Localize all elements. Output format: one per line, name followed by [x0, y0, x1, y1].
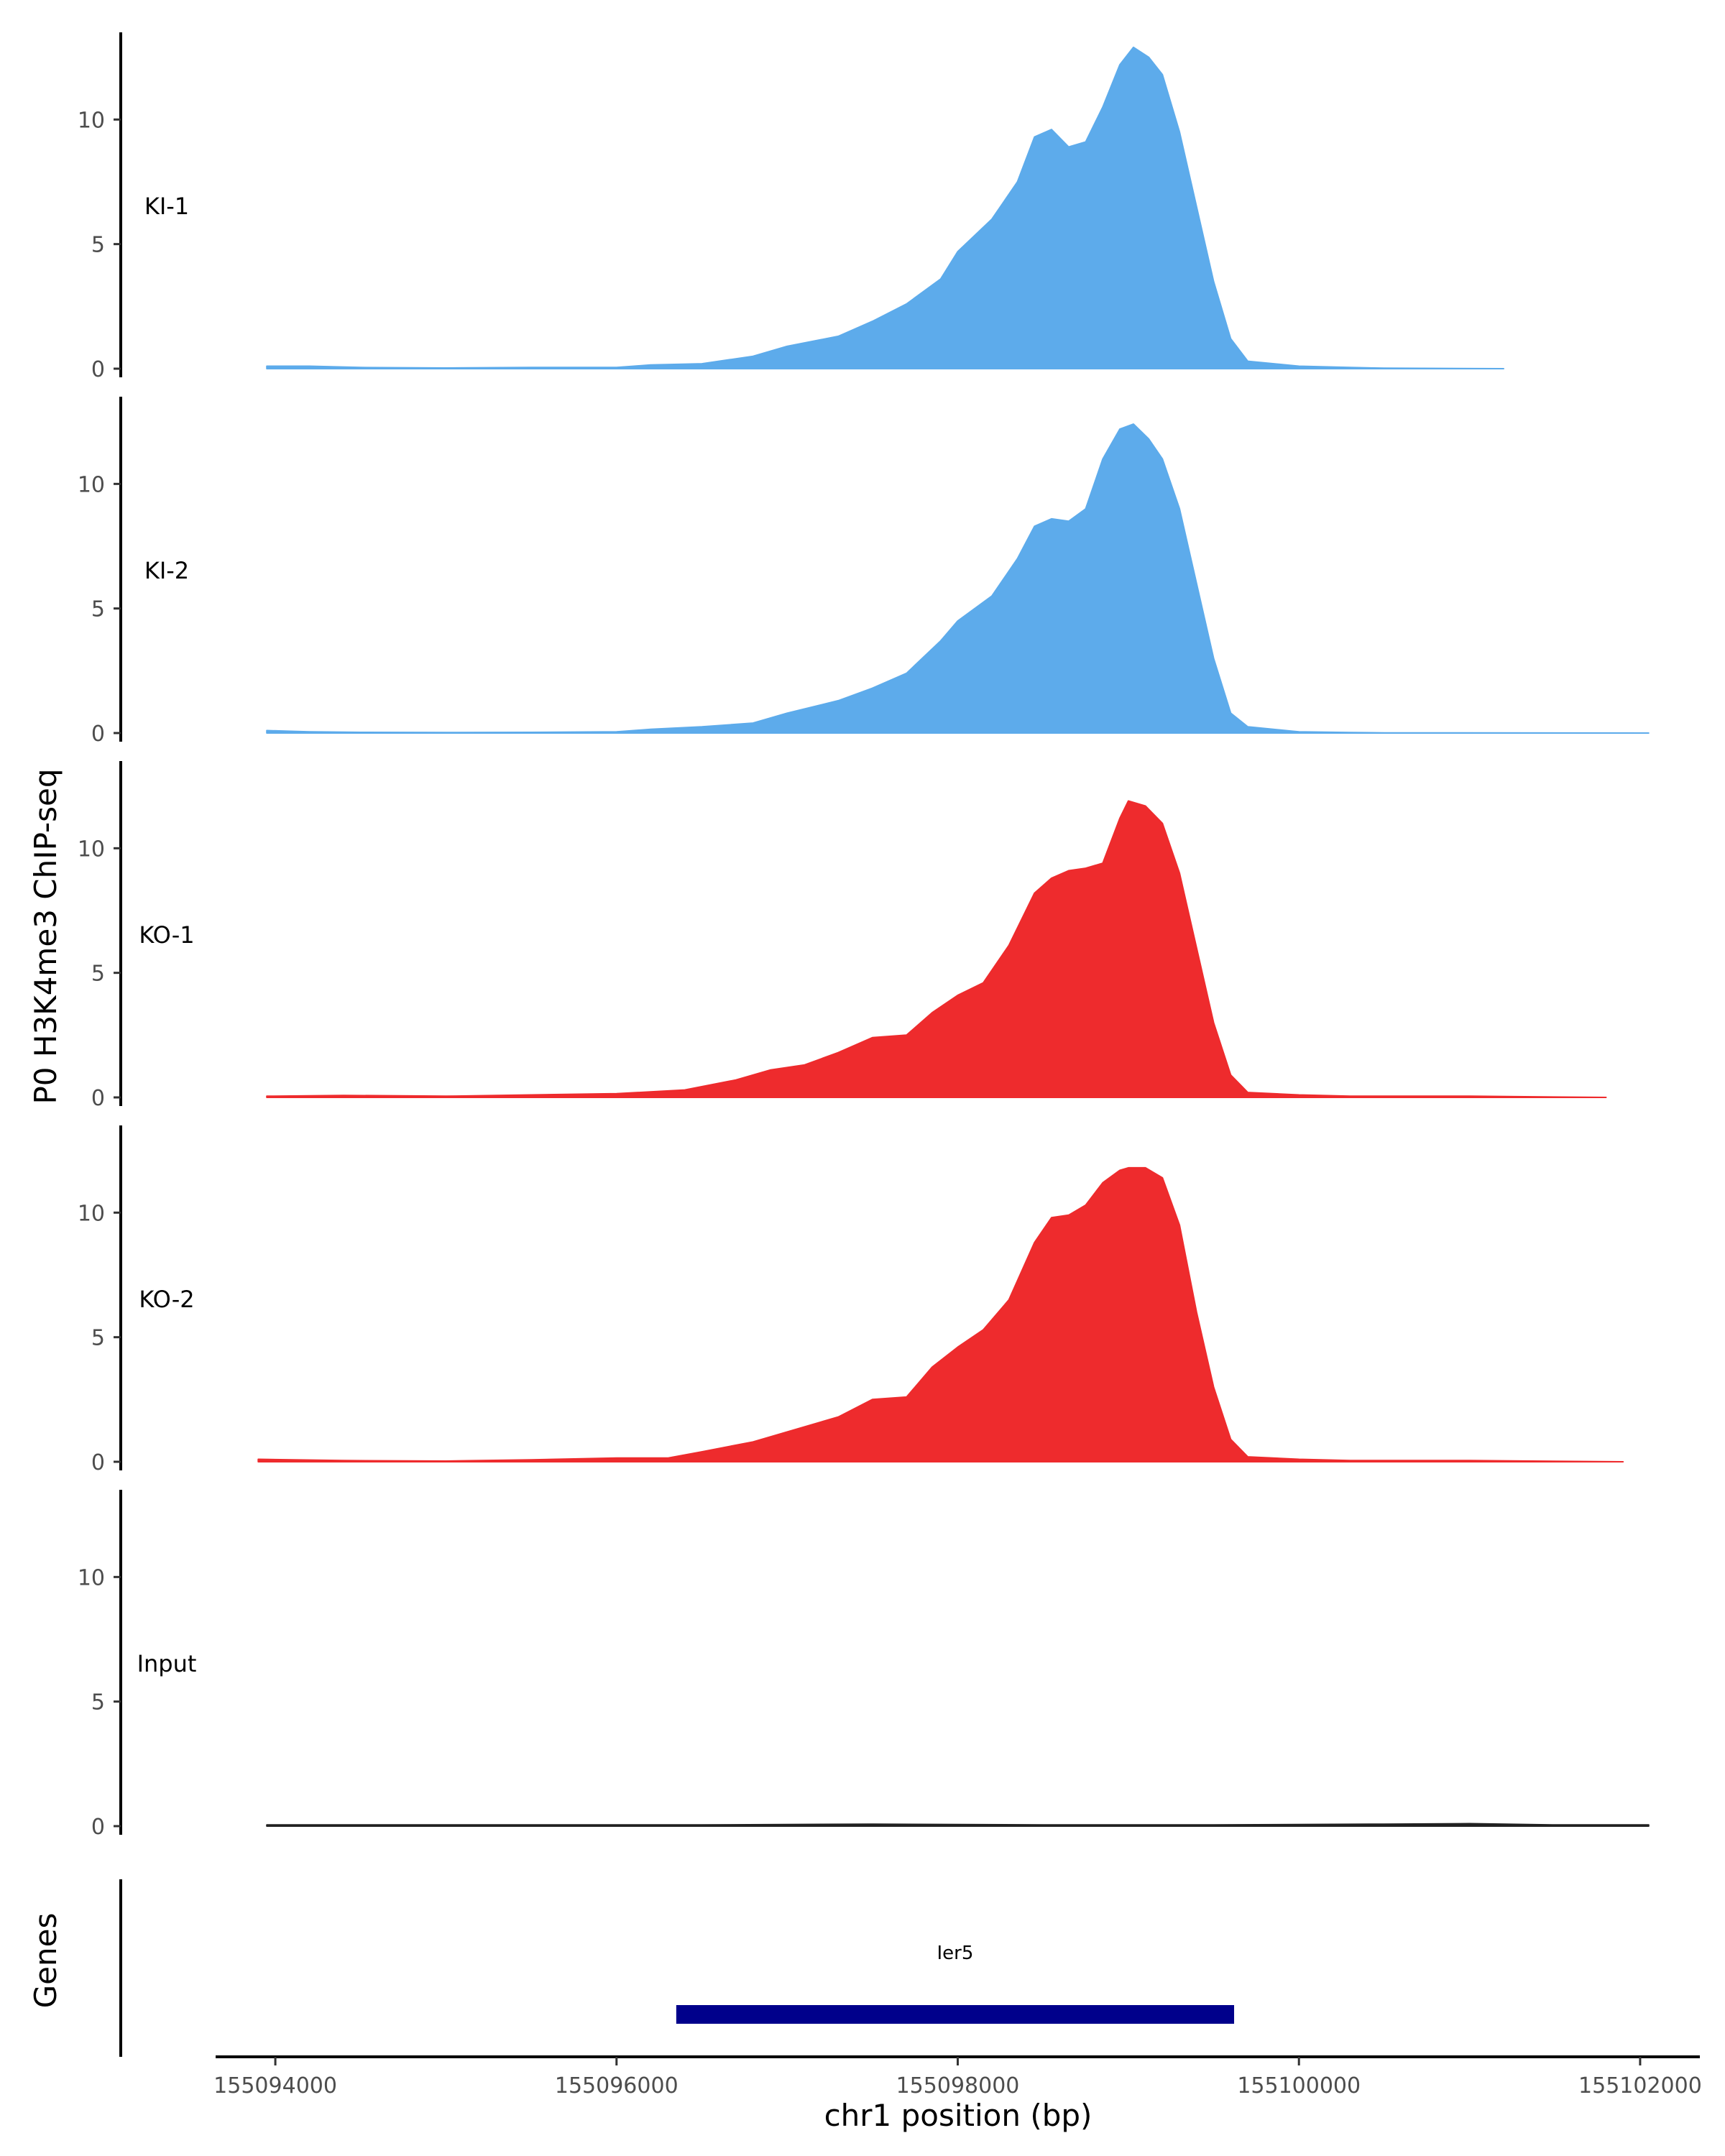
- signal-area-ko-2: [257, 1166, 1624, 1462]
- gene-panel: Ier5: [119, 1879, 1235, 2057]
- gene-bar-ier5: [676, 2005, 1235, 2024]
- signal-area-input: [266, 1823, 1650, 1827]
- track-ki-2: 0 5 10 KI-2: [78, 397, 1650, 747]
- y-tick-label: 10: [78, 1565, 105, 1590]
- y-tick-label: 0: [91, 1450, 105, 1475]
- signal-area-ki-1: [266, 46, 1504, 369]
- x-tick-label: 155096000: [555, 2073, 678, 2099]
- track-label: Input: [137, 1650, 197, 1677]
- track-input: 0 5 10 Input: [78, 1490, 1650, 1840]
- y-tick-label: 0: [91, 1086, 105, 1111]
- y-tick-label: 0: [91, 357, 105, 382]
- x-axis-title: chr1 position (bp): [824, 2098, 1092, 2133]
- x-tick-label: 155094000: [213, 2073, 337, 2099]
- y-tick-label: 5: [91, 597, 105, 622]
- track-ki-1: 0 5 10 KI-1: [78, 32, 1504, 382]
- track-label: KO-1: [139, 921, 194, 949]
- x-tick-label: 155102000: [1578, 2073, 1702, 2099]
- signal-area-ki-2: [266, 423, 1650, 734]
- track-ko-1: 0 5 10 KO-1: [78, 761, 1607, 1111]
- signal-area-ko-1: [266, 800, 1607, 1098]
- y-tick-label: 5: [91, 233, 105, 258]
- y-tick-label: 10: [78, 1201, 105, 1226]
- y-tick-label: 10: [78, 472, 105, 497]
- y-axis-title-genes: Genes: [28, 1913, 63, 2009]
- y-tick-label: 5: [91, 962, 105, 987]
- y-tick-label: 10: [78, 837, 105, 862]
- x-axis: 155094000 155096000 155098000 155100000 1551…: [213, 2055, 1702, 2099]
- x-tick-label: 155100000: [1237, 2073, 1361, 2099]
- track-label: KO-2: [139, 1286, 194, 1313]
- y-tick-label: 5: [91, 1326, 105, 1351]
- track-label: KI-2: [144, 557, 189, 584]
- track-panels: 0 5 10 KI-1 0 5 10 KI-2 0 5 10 KO-1 0 5 10 KO-2 0 5 10 Inpu…: [78, 32, 1650, 1840]
- track-ko-2: 0 5 10 KO-2: [78, 1125, 1624, 1475]
- y-tick-label: 0: [91, 1815, 105, 1840]
- track-label: KI-1: [144, 193, 189, 220]
- x-tick-label: 155098000: [896, 2073, 1020, 2099]
- y-tick-label: 10: [78, 108, 105, 133]
- y-tick-label: 5: [91, 1690, 105, 1715]
- gene-label: Ier5: [937, 1943, 973, 1964]
- y-tick-label: 0: [91, 722, 105, 747]
- y-axis-title-tracks: P0 H3K4me3 ChIP-seq: [28, 768, 63, 1104]
